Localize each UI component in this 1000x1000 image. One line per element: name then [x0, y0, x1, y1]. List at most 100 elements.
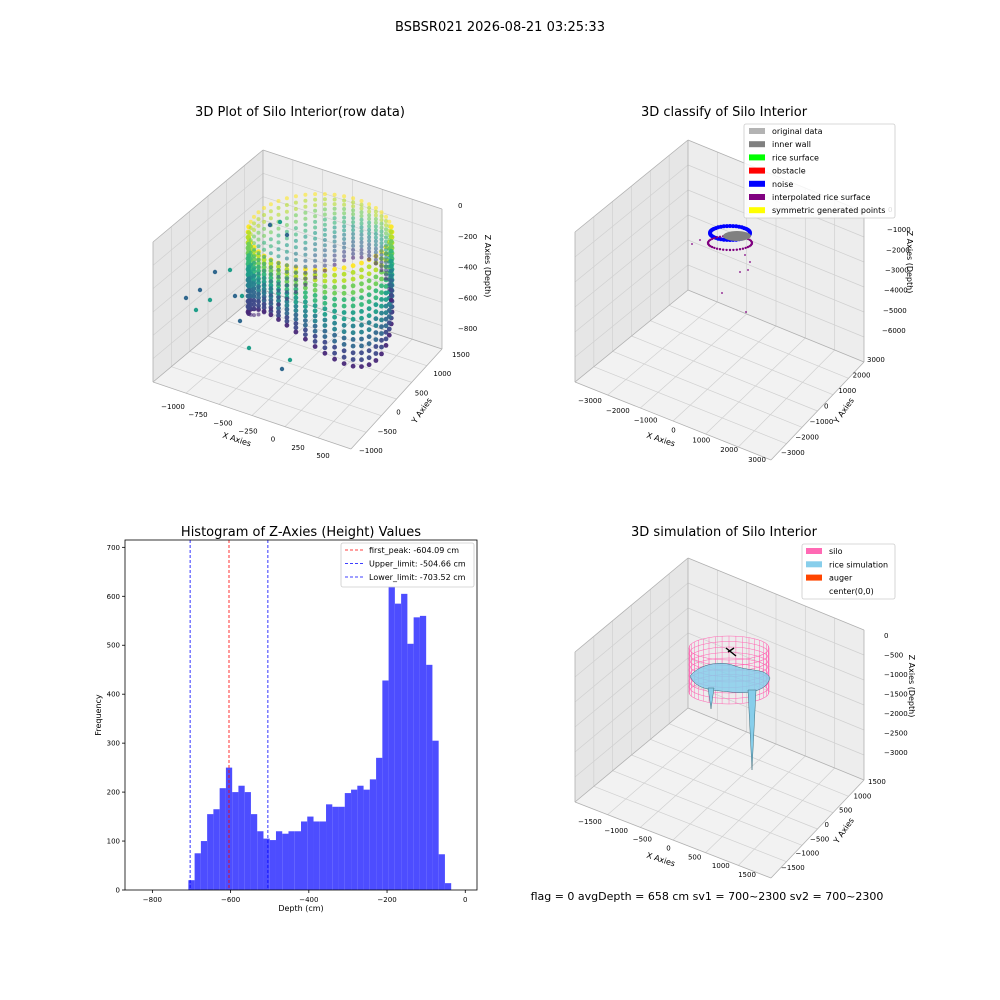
histogram-xlabel: Depth (cm)	[278, 904, 323, 913]
scatter-point	[332, 290, 337, 296]
scatter-point	[256, 217, 261, 222]
histogram-bar	[413, 617, 420, 890]
scatter-point	[332, 296, 337, 302]
histogram-bar	[225, 767, 233, 890]
scatter-point	[384, 235, 388, 240]
scatter-point	[359, 288, 364, 294]
scatter-point	[193, 307, 199, 313]
scatter-point	[262, 303, 267, 308]
interpolated-point	[711, 237, 714, 241]
z-tick-label: −2000	[884, 710, 908, 718]
legend-label: rice surface	[772, 153, 819, 162]
scatter-point	[332, 253, 337, 258]
scatter-point	[312, 303, 318, 309]
legend-swatch	[806, 561, 822, 568]
scatter-point	[313, 208, 318, 213]
scatter-point	[268, 300, 273, 305]
scatter-point	[379, 248, 384, 253]
scatter-point	[341, 297, 347, 303]
scatter-point	[342, 249, 347, 254]
scatter-point	[379, 229, 384, 234]
scatter-point	[367, 231, 372, 236]
scatter-point	[322, 345, 328, 351]
scatter-point	[313, 275, 318, 280]
scatter-point	[303, 204, 308, 209]
scatter-point	[359, 221, 364, 226]
histogram-bar	[344, 793, 352, 890]
scatter-point	[313, 264, 318, 269]
box-edge	[152, 289, 264, 383]
scatter-point	[379, 244, 384, 249]
scatter-point	[252, 300, 256, 304]
scatter-point	[373, 323, 379, 328]
scatter-point	[256, 305, 261, 310]
scatter-point	[359, 206, 364, 211]
scatter-point	[276, 233, 281, 238]
histogram-bar	[382, 680, 389, 890]
scatter-point	[252, 306, 256, 311]
scatter-point	[384, 239, 388, 244]
scatter-point	[262, 254, 267, 259]
scatter-point	[373, 231, 378, 236]
scatter-point	[322, 212, 327, 217]
y-tick-label: 0	[825, 821, 829, 829]
scatter-point	[359, 247, 364, 252]
interpolated-point	[744, 246, 747, 250]
scatter-point	[268, 279, 273, 284]
scatter-point	[332, 344, 337, 350]
y-tick-label: 600	[107, 593, 120, 601]
raw-scatter-ylabel: Y Axies	[409, 396, 434, 426]
histogram-bar	[238, 785, 245, 890]
scatter-point	[303, 285, 308, 291]
scatter-point	[359, 350, 364, 356]
scatter-point	[248, 312, 253, 317]
scatter-point	[248, 263, 253, 268]
histogram-bar	[244, 792, 251, 890]
histogram-bar	[313, 821, 320, 890]
scatter-point	[350, 330, 356, 336]
legend-swatch	[749, 194, 765, 200]
scatter-point	[303, 210, 308, 215]
scatter-point	[373, 250, 378, 255]
scatter-point	[262, 233, 267, 238]
histogram-bar	[426, 664, 433, 890]
scatter-point	[303, 332, 308, 337]
scatter-point	[268, 209, 273, 214]
scatter-point	[332, 278, 337, 284]
scatter-point	[252, 241, 256, 246]
scatter-point	[256, 298, 261, 303]
scatter-point	[322, 207, 327, 212]
scatter-point	[313, 258, 318, 263]
scatter-point	[284, 307, 290, 312]
scatter-point	[359, 302, 364, 307]
scatter-point	[261, 257, 267, 263]
scatter-point	[388, 229, 394, 235]
scatter-point	[379, 268, 384, 273]
z-tick-label: −3000	[884, 749, 908, 757]
box-edge	[687, 707, 865, 781]
y-tick-label: 2000	[853, 372, 871, 380]
y-tick-label: 0	[116, 887, 120, 895]
scatter-point	[691, 243, 693, 245]
legend-swatch	[806, 548, 822, 554]
scatter-point	[373, 220, 378, 225]
histogram-bar	[232, 792, 239, 890]
scatter-point	[350, 310, 356, 315]
scatter-point	[303, 299, 308, 305]
scatter-point	[312, 287, 318, 293]
legend-label: auger	[829, 574, 853, 583]
scatter-point	[379, 337, 384, 343]
scatter-point	[332, 239, 337, 244]
legend-label: interpolated rice surface	[772, 193, 870, 202]
classify-points	[691, 224, 754, 313]
scatter-point	[384, 260, 388, 265]
scatter-point	[359, 236, 364, 241]
scatter-point	[303, 234, 308, 239]
scatter-point	[342, 202, 347, 207]
scatter-point	[367, 224, 372, 229]
z-tick-label: −400	[458, 264, 477, 272]
scatter-point	[383, 336, 389, 342]
scatter-point	[248, 275, 253, 280]
scatter-point	[332, 225, 337, 230]
